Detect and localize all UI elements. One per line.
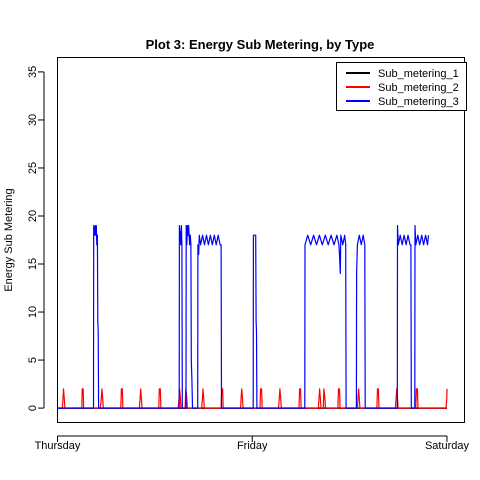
plot-frame bbox=[57, 57, 465, 423]
x-axis: Thursday Friday Saturday bbox=[35, 435, 470, 452]
x-tick-label: Thursday bbox=[35, 440, 81, 452]
legend-label: Sub_metering_2 bbox=[378, 82, 459, 94]
series-line-Sub_metering_3 bbox=[57, 225, 430, 409]
series-line-Sub_metering_2 bbox=[57, 388, 448, 409]
y-axis: 0 5 10 15 20 25 30 35 bbox=[27, 66, 45, 411]
y-tick-label: 25 bbox=[27, 162, 39, 174]
plot-series bbox=[57, 225, 448, 409]
y-axis-title: Energy Sub Metering bbox=[3, 188, 15, 291]
y-tick-label: 10 bbox=[27, 306, 39, 318]
x-tick-label: Saturday bbox=[425, 440, 470, 452]
legend: Sub_metering_1 Sub_metering_2 Sub_metering… bbox=[336, 62, 467, 111]
y-tick-label: 35 bbox=[27, 66, 39, 78]
chart-title: Plot 3: Energy Sub Metering, by Type bbox=[146, 37, 375, 52]
y-tick-label: 15 bbox=[27, 258, 39, 270]
x-tick-label: Friday bbox=[237, 440, 268, 452]
legend-label: Sub_metering_3 bbox=[378, 96, 459, 108]
y-tick-label: 5 bbox=[27, 357, 39, 363]
y-tick-label: 0 bbox=[27, 405, 39, 411]
y-tick-label: 30 bbox=[27, 114, 39, 126]
y-tick-label: 20 bbox=[27, 210, 39, 222]
legend-label: Sub_metering_1 bbox=[378, 68, 459, 80]
